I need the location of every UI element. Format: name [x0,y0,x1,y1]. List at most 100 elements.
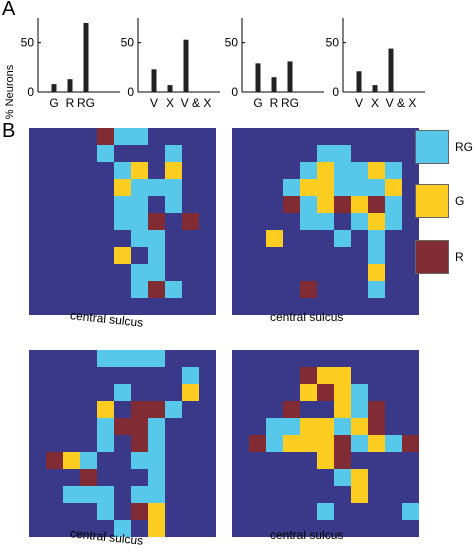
grid-cell [114,520,131,537]
grid-cell [131,264,148,281]
grid-cell [317,418,334,435]
grid-cell [300,162,317,179]
grid-cell [114,162,131,179]
y-tick-label-0-0: 0 [27,85,34,99]
grid-cell [131,196,148,213]
grid-cell [334,452,351,469]
grid-cell [97,486,114,503]
grid-cell [368,162,385,179]
legend-label-g: G [455,194,465,208]
grid-cell [182,384,199,401]
grid-cell [317,196,334,213]
grid-cell [148,230,165,247]
legend-swatch-r [415,240,449,274]
grid-map-3 [232,350,419,537]
grid-cell [148,486,165,503]
grid-cell [266,435,283,452]
x-tick-label-3-1: X [371,96,379,110]
grid-cell [148,435,165,452]
grid-cell [131,230,148,247]
grid-cell [114,179,131,196]
grid-cell [385,213,402,230]
grid-cell [63,452,80,469]
grid-cell [368,230,385,247]
grid-cell [385,196,402,213]
grid-cell [300,213,317,230]
grid-cell [46,452,63,469]
x-tick-label-3-0: V [355,96,363,110]
grid-cell [165,196,182,213]
x-tick-label-0-0: G [49,96,58,110]
grid-cell [368,401,385,418]
grid-cell [334,196,351,213]
caption-map-2: central sulcus [270,310,344,324]
grid-cell [131,401,148,418]
x-tick-label-1-0: V [150,96,158,110]
grid-cell [131,435,148,452]
x-tick-label-2-0: G [253,96,262,110]
grid-cell [97,418,114,435]
grid-cell [402,435,419,452]
grid-cell [148,418,165,435]
grid-cell [266,418,283,435]
grid-cell [148,247,165,264]
grid-cell [131,503,148,520]
grid-cell [97,350,114,367]
bar-2-0 [255,63,261,92]
grid-cell [300,281,317,298]
grid-cell [351,213,368,230]
grid-cell [80,486,97,503]
bar-3-1 [372,85,378,92]
grid-cell [317,435,334,452]
grid-cell [300,196,317,213]
grid-cell [283,196,300,213]
legend-label-r: R [455,250,464,264]
grid-cell [334,230,351,247]
grid-cell [351,179,368,196]
bar-2-2 [287,61,293,92]
grid-cell [114,196,131,213]
grid-cell [334,435,351,452]
grid-cell [368,247,385,264]
grid-cell [368,418,385,435]
grid-cell [131,179,148,196]
grid-cell [283,418,300,435]
caption-map-4: central sulcus [270,528,344,542]
y-tick-label-2-0: 0 [231,85,238,99]
grid-cell [131,162,148,179]
grid-cell [114,247,131,264]
grid-cell [351,162,368,179]
grid-cell [131,350,148,367]
grid-cell [114,384,131,401]
grid-cell [317,367,334,384]
bar-0-1 [67,79,73,92]
grid-map-1 [232,128,419,315]
grid-map-2 [29,350,216,537]
grid-cell [334,162,351,179]
grid-cell [317,145,334,162]
grid-cell [148,281,165,298]
grid-cell [80,452,97,469]
grid-cell [300,418,317,435]
grid-cell [97,401,114,418]
grid-cell [131,486,148,503]
x-tick-label-1-1: X [166,96,174,110]
grid-cell [368,435,385,452]
y-tick-label-2-1: 50 [225,36,239,50]
x-tick-label-1-2: V & X [181,96,212,110]
grid-cell [351,196,368,213]
y-tick-label-3-0: 0 [332,85,339,99]
grid-cell [351,401,368,418]
bar-0-2 [83,22,89,92]
bar-1-1 [167,85,173,92]
grid-cell [114,128,131,145]
grid-cell [351,384,368,401]
grid-cell [317,213,334,230]
grid-cell [368,281,385,298]
grid-cell [283,401,300,418]
grid-cell [114,418,131,435]
grid-cell [317,384,334,401]
grid-cell [385,179,402,196]
grid-cell [131,281,148,298]
